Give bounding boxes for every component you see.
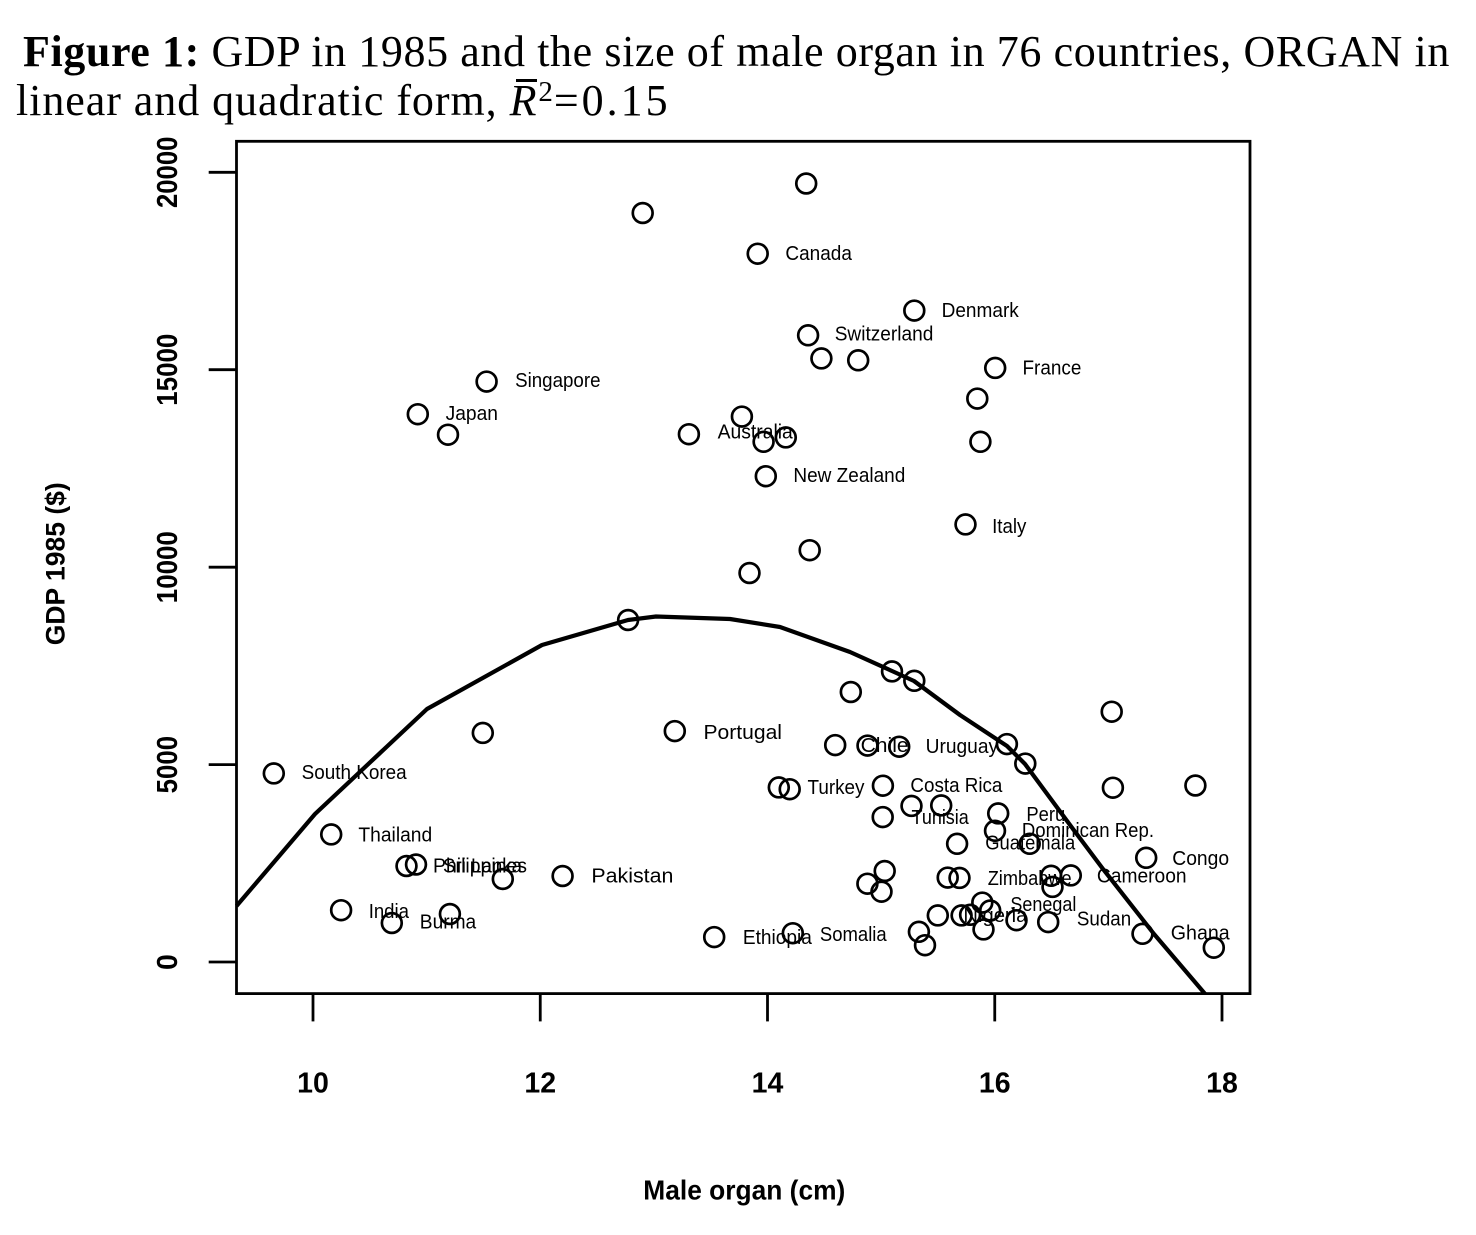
svg-text:Sri Lanka: Sri Lanka [443, 855, 522, 878]
svg-text:Ghana: Ghana [1171, 921, 1230, 944]
svg-text:20000: 20000 [152, 137, 184, 209]
svg-text:GDP 1985 ($): GDP 1985 ($) [39, 482, 70, 645]
svg-text:14: 14 [752, 1068, 784, 1100]
svg-text:Tunisia: Tunisia [912, 806, 970, 829]
svg-text:Pakistan: Pakistan [591, 864, 673, 887]
svg-text:South Korea: South Korea [302, 761, 408, 784]
svg-text:France: France [1023, 357, 1082, 380]
svg-text:10000: 10000 [152, 531, 184, 603]
svg-text:Somalia: Somalia [820, 923, 887, 946]
svg-text:Ethiopia: Ethiopia [743, 926, 813, 949]
svg-text:Portugal: Portugal [704, 721, 783, 744]
svg-text:Costa Rica: Costa Rica [910, 774, 1002, 797]
svg-text:Italy: Italy [992, 515, 1027, 538]
svg-text:Denmark: Denmark [942, 299, 1020, 322]
svg-text:New Zealand: New Zealand [793, 464, 905, 487]
svg-text:India: India [369, 900, 410, 923]
svg-text:Philippines: Philippines [433, 855, 527, 878]
svg-text:Zimbabwe: Zimbabwe [988, 867, 1072, 890]
svg-text:10: 10 [297, 1068, 329, 1100]
svg-text:Guatemala: Guatemala [985, 831, 1075, 854]
svg-text:0: 0 [152, 954, 184, 970]
svg-text:15000: 15000 [152, 334, 184, 406]
svg-text:Switzerland: Switzerland [835, 323, 934, 346]
svg-text:Japan: Japan [446, 402, 498, 425]
svg-text:Sudan: Sudan [1077, 908, 1131, 931]
svg-text:Nigeria: Nigeria [963, 904, 1028, 927]
svg-text:Uruguay: Uruguay [926, 735, 999, 758]
svg-text:Cameroon: Cameroon [1097, 865, 1187, 888]
svg-text:Turkey: Turkey [808, 776, 866, 799]
svg-text:18: 18 [1206, 1068, 1238, 1100]
svg-text:5000: 5000 [152, 736, 184, 794]
svg-text:Singapore: Singapore [515, 369, 600, 392]
svg-text:Peru: Peru [1026, 803, 1065, 826]
svg-text:Male organ (cm): Male organ (cm) [643, 1175, 845, 1206]
svg-text:Canada: Canada [785, 242, 852, 265]
svg-text:Congo: Congo [1172, 847, 1229, 870]
svg-text:Australia: Australia [718, 421, 794, 444]
svg-text:Dominican Rep.: Dominican Rep. [1022, 819, 1154, 842]
svg-text:16: 16 [979, 1068, 1011, 1100]
svg-text:Chile: Chile [861, 734, 909, 757]
svg-text:Senegal: Senegal [1010, 893, 1076, 916]
svg-text:Burma: Burma [420, 910, 477, 933]
svg-text:Thailand: Thailand [358, 824, 432, 847]
svg-text:12: 12 [524, 1068, 556, 1100]
